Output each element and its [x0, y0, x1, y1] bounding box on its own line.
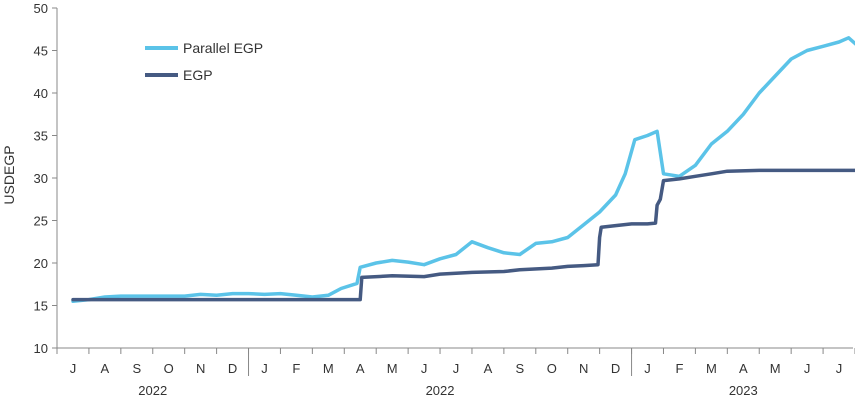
x-tick-label: A	[739, 361, 748, 376]
x-tick-label: A	[101, 361, 110, 376]
x-tick-label: J	[70, 361, 77, 376]
series-line-1	[71, 168, 855, 302]
x-tick-label: J	[261, 361, 268, 376]
x-tick-label: D	[611, 361, 620, 376]
x-tick-label: F	[292, 361, 300, 376]
x-tick-label: J	[644, 361, 651, 376]
x-tick-label: A	[484, 361, 493, 376]
y-tick-label: 25	[34, 214, 48, 229]
x-tick-label: N	[196, 361, 205, 376]
x-tick-label: M	[706, 361, 717, 376]
x-tick-label: F	[675, 361, 683, 376]
y-tick-label: 40	[34, 86, 48, 101]
x-tick-label: N	[579, 361, 588, 376]
year-label: 2023	[729, 383, 758, 398]
x-tick-label: O	[164, 361, 174, 376]
legend-label: Parallel EGP	[183, 40, 263, 56]
x-tick-label: S	[132, 361, 141, 376]
series-layer	[71, 36, 855, 304]
y-axis: 10 15 20 25 30 35 40 45 50	[34, 1, 58, 356]
legend: Parallel EGP EGP	[145, 40, 263, 83]
x-tick-label: S	[516, 361, 525, 376]
series-line-0	[71, 36, 855, 304]
x-tick-label: A	[356, 361, 365, 376]
y-tick-label: 20	[34, 256, 48, 271]
y-tick-label: 45	[34, 44, 48, 59]
y-tick-label: 35	[34, 129, 48, 144]
x-tick-label: J	[421, 361, 428, 376]
x-tick-label: J	[836, 361, 843, 376]
x-tick-label: D	[228, 361, 237, 376]
y-tick-label: 10	[34, 341, 48, 356]
x-tick-label: M	[387, 361, 398, 376]
year-label: 2022	[426, 383, 455, 398]
y-tick-label: 50	[34, 1, 48, 16]
x-tick-label: O	[547, 361, 557, 376]
y-tick-label: 30	[34, 171, 48, 186]
y-tick-label: 15	[34, 299, 48, 314]
year-label: 2022	[138, 383, 167, 398]
x-tick-label: M	[770, 361, 781, 376]
x-tick-label: J	[453, 361, 460, 376]
x-tick-label: M	[323, 361, 334, 376]
x-axis: J A S O N D J F M A M J J A S O N D J F M A M J J 2022 2022 2023	[56, 347, 855, 398]
y-axis-title: USDEGP	[1, 145, 17, 204]
x-tick-label: J	[804, 361, 811, 376]
legend-label: EGP	[183, 67, 213, 83]
